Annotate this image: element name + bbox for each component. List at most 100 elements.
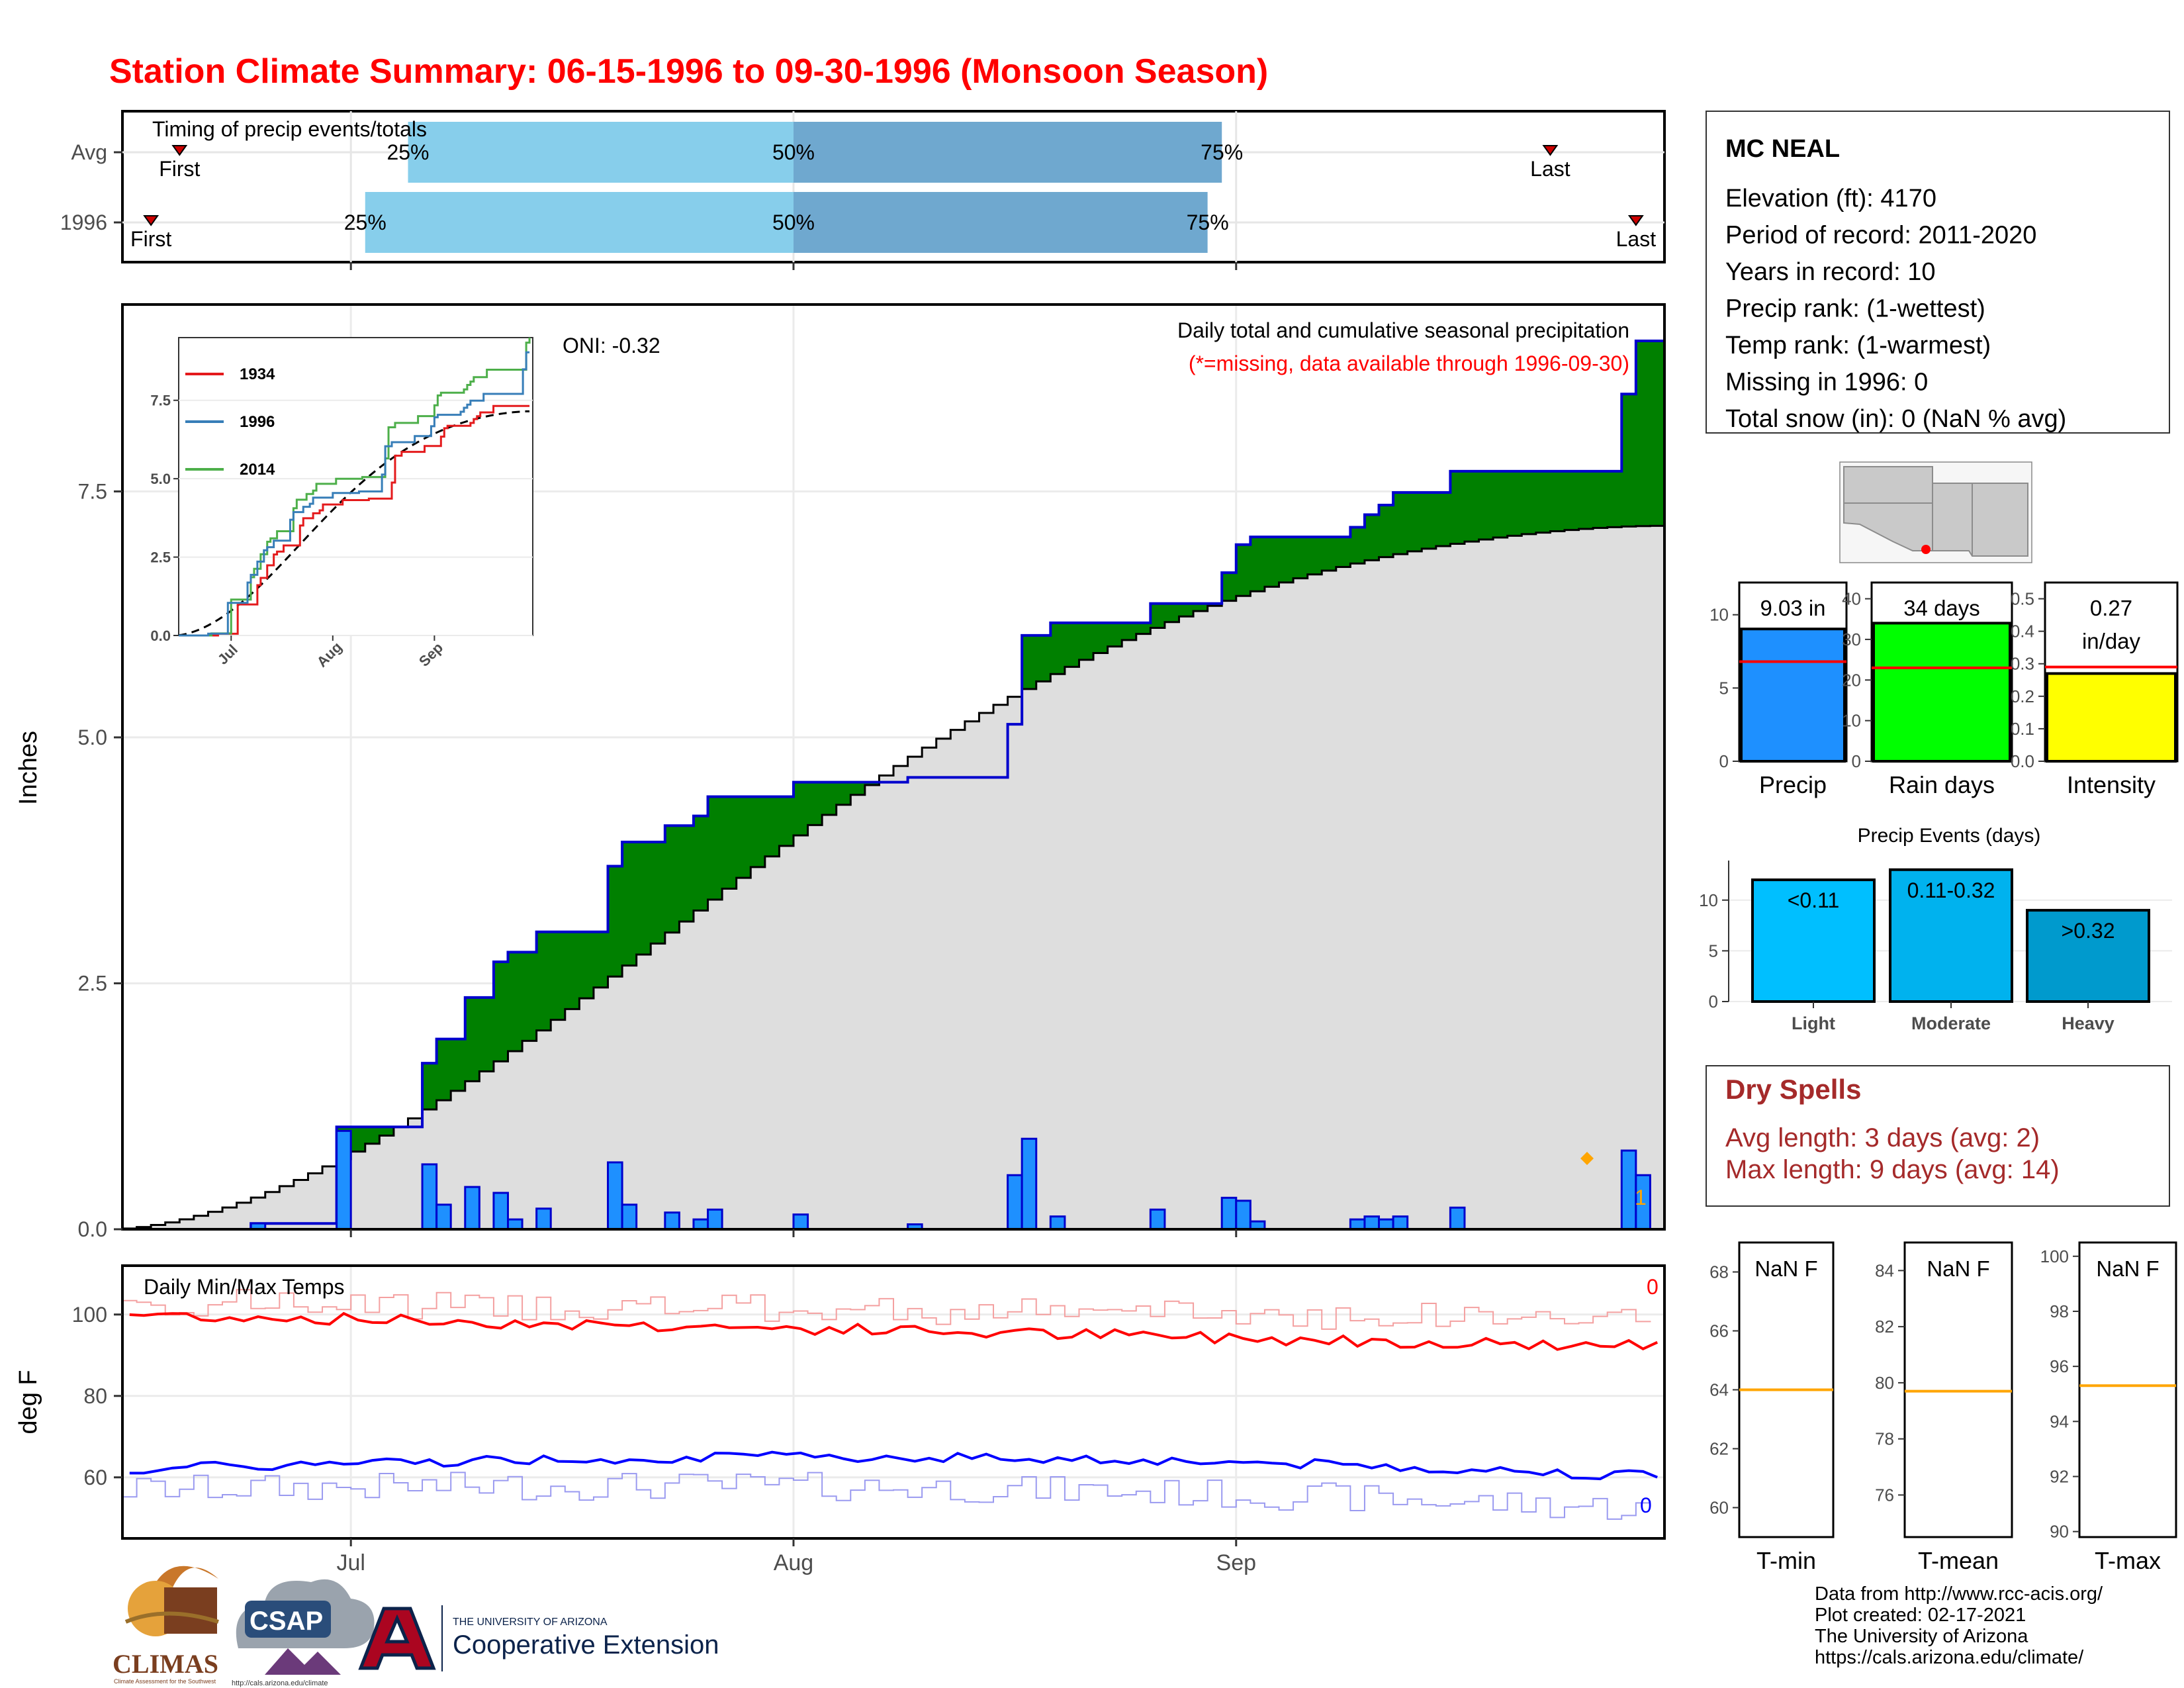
mini-bar-y-tick-label: 5 (1719, 678, 1729, 698)
events-y-tick-label: 10 (1699, 890, 1718, 910)
cumulative-surplus-bar (793, 782, 809, 836)
temp-x-tick-label: Sep (1216, 1550, 1257, 1575)
daily-precip-bar (1449, 1206, 1466, 1231)
timing-row-label: Avg (71, 140, 107, 164)
precip-subtitle: Daily total and cumulative seasonal prec… (1177, 318, 1629, 342)
ua-logo-line1: THE UNIVERSITY OF ARIZONA (453, 1617, 608, 1628)
cumulative-surplus-bar (1107, 622, 1122, 647)
mini-bar-value-label: in/day (2082, 629, 2141, 653)
precip-missing-count: 1 (1635, 1186, 1647, 1209)
events-category-label: Moderate (1911, 1013, 1991, 1033)
cumulative-surplus-bar (379, 1127, 394, 1136)
timing-bar-50-75 (793, 122, 1222, 183)
events-bar (2026, 909, 2150, 1003)
climas-logo-swoosh (124, 1611, 219, 1624)
cumulative-surplus-bar (608, 866, 623, 977)
temp-gauge-tick-label: 62 (1709, 1439, 1729, 1459)
timing-bar-25-50 (365, 192, 794, 253)
temp-gauge-tick-label: 96 (2050, 1356, 2069, 1376)
footer-credit-line: The University of Arizona (1815, 1626, 2028, 1647)
mini-bar-category-label: Rain days (1889, 771, 1995, 798)
dry-spells-frame (1706, 1065, 2170, 1207)
temp-gauge-tick-label: 84 (1875, 1260, 1894, 1280)
timing-percentile-label: 25% (387, 140, 429, 164)
temp-x-tick-label: Jul (336, 1550, 365, 1575)
cumulative-surplus-bar (1621, 394, 1637, 527)
footer: CLIMAS Climate Assessment for the Southw… (113, 1566, 2103, 1687)
mini-bar-y-tick-label: 0.2 (2011, 686, 2034, 706)
mini-bar-y-tick-label: 30 (1842, 630, 1861, 649)
station-info-frame (1706, 111, 2170, 434)
daily-precip-bar (336, 1129, 352, 1231)
daily-precip-bar (421, 1163, 438, 1231)
cumulative-surplus-bar (1650, 340, 1665, 526)
cumulative-surplus-bar (508, 952, 523, 1051)
daily-precip-bar (1235, 1199, 1251, 1231)
timing-percentile-label: 50% (772, 140, 815, 164)
timing-event-label: First (159, 157, 200, 181)
cumulative-surplus-bar (351, 1127, 366, 1152)
daily-precip-bar (1363, 1215, 1381, 1231)
cumulative-surplus-bar (636, 842, 651, 955)
cumulative-surplus-bar (1293, 537, 1308, 579)
csap-logo-text: CSAP (250, 1607, 323, 1636)
events-category-label: Light (1792, 1013, 1835, 1033)
temp-gauge-tick-label: 66 (1709, 1321, 1729, 1341)
daily-precip-bar (435, 1203, 452, 1231)
temp-gauge-category-label: T-max (2095, 1547, 2161, 1574)
cumulative-surplus-bar (536, 931, 551, 1031)
cumulative-surplus-bar (451, 1039, 466, 1091)
cumulative-surplus-bar (1350, 527, 1365, 564)
precip-y-tick-label: 5.0 (78, 726, 107, 749)
cumulative-1996-line (122, 339, 1664, 1231)
temp-panel-title: Daily Min/Max Temps (144, 1275, 344, 1299)
events-bar-label: >0.32 (2062, 919, 2115, 943)
oni-label: ONI: -0.32 (563, 334, 660, 357)
temp-y-label: deg F (15, 1370, 42, 1434)
timing-bar-50-75 (793, 192, 1208, 253)
daily-precip-bar (607, 1161, 623, 1231)
precip-y-axis: 0.0 2.5 5.0 7.5 (78, 479, 1238, 1241)
cumulative-surplus-bar (1364, 514, 1380, 561)
temp-panel: 60 80 100 Jul Aug Sep deg F Daily Min/Max Te… (15, 1264, 1666, 1575)
cumulative-surplus-bar (779, 796, 794, 846)
cumulative-surplus-bar (522, 952, 537, 1041)
precip-y-label: Inches (15, 731, 42, 805)
inset-series-1996 (179, 351, 530, 637)
mini-bar-category-label: Intensity (2067, 771, 2156, 798)
station-detail-lines: Elevation (ft): 4170 Period of record: 20… (1725, 185, 2066, 433)
ua-logo: THE UNIVERSITY OF ARIZONA Cooperative Ex… (358, 1605, 719, 1671)
station-detail-line: Temp rank: (1-warmest) (1725, 332, 1991, 359)
cumulative-surplus-bar (1222, 573, 1237, 601)
precip-events-title: Precip Events (days) (1858, 825, 2041, 847)
footer-credit-line: Data from http://www.rcc-acis.org/ (1815, 1583, 2103, 1605)
mini-bar-y-tick-label: 0.3 (2011, 654, 2034, 674)
daily-precip-bar (707, 1208, 723, 1231)
cumulative-surplus-bar (664, 825, 680, 933)
daily-precip-bar (1149, 1208, 1166, 1231)
cumulative-surplus-bar (1164, 603, 1180, 622)
tmax-avg-line (122, 1289, 1651, 1330)
mini-bar-y-tick-label: 0.1 (2011, 719, 2034, 739)
inset-legend-label: 2014 (240, 461, 275, 479)
cumulative-surplus-bar (622, 842, 637, 966)
mini-bar-value-label: 0.27 (2090, 596, 2132, 620)
cumulative-surplus-bar (1379, 504, 1394, 557)
dry-spells-max: Max length: 9 days (avg: 14) (1725, 1155, 2060, 1184)
timing-row-label: 1996 (60, 211, 107, 234)
temp-lines (122, 1289, 1659, 1520)
csap-logo-url: http://cals.arizona.edu/climate (232, 1679, 328, 1687)
mini-bar-value (1872, 622, 2011, 763)
cumulative-surplus-bar (493, 961, 509, 1062)
temp-y-tick-label: 100 (72, 1303, 107, 1327)
mini-bar-value-label: 9.03 in (1760, 596, 1825, 620)
tmax-line (129, 1311, 1659, 1351)
footer-credit-line: Plot created: 02-17-2021 (1815, 1605, 2026, 1626)
cumulative-surplus-bar (1422, 492, 1437, 549)
timing-percentile-label: 75% (1187, 211, 1229, 234)
cumulative-surplus-bar (1435, 492, 1451, 547)
cumulative-surplus-bar (1093, 622, 1109, 653)
mini-bar-y-tick-label: 0.4 (2011, 622, 2034, 641)
temp-gauge-tick-label: 76 (1875, 1485, 1894, 1505)
